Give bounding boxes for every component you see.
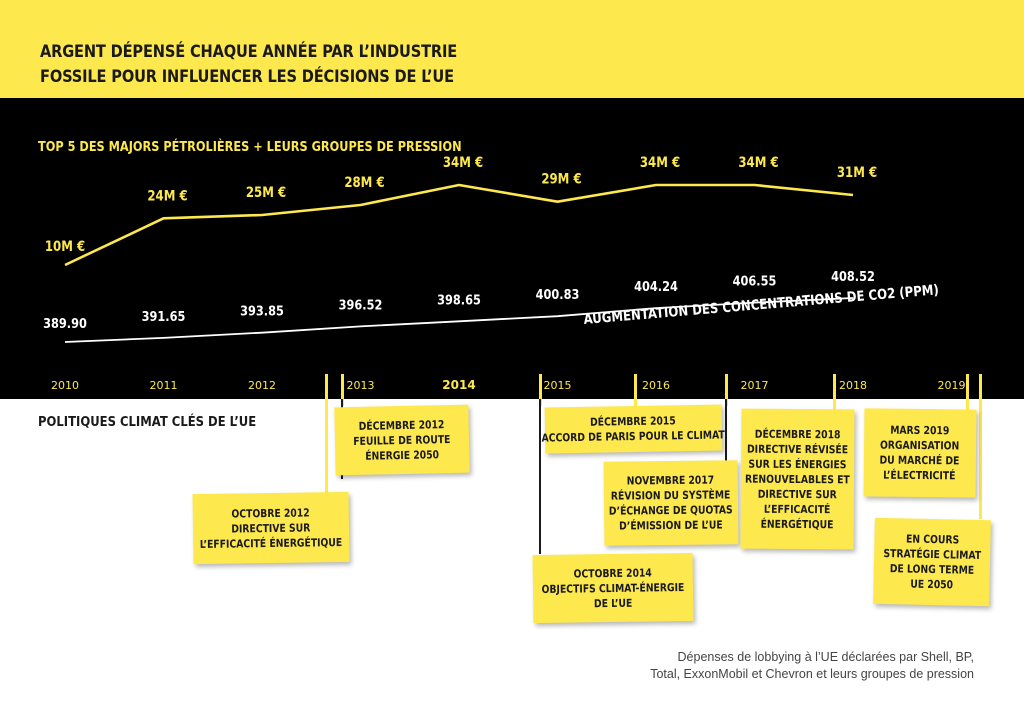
spend-data-label: 34M €: [443, 155, 483, 171]
co2-data-label: 389.90: [43, 315, 87, 331]
policies-heading: POLITIQUES CLIMAT CLÉS DE L’UE: [38, 414, 257, 430]
policy-date: DÉCEMBRE 2018: [754, 427, 841, 441]
co2-line: [64, 297, 854, 343]
connector-nov-2017: [725, 374, 728, 406]
spend-data-label: 34M €: [640, 155, 680, 171]
x-tick-label: 2010: [51, 379, 79, 392]
x-tick-label: 2017: [741, 379, 769, 392]
x-axis-years: 2010 2011 2012 2013 2014 2015 2016 2017 2018 2019: [51, 378, 966, 392]
co2-series: 389.90 391.65 393.85 396.52 398.65 400.83 404.…: [43, 268, 875, 343]
policy-text-line: RÉVISION DU SYSTÈME: [611, 488, 731, 503]
policy-text-line: ÉNERGIE 2050: [365, 447, 440, 463]
policy-card-nov-2017: NOVEMBRE 2017 RÉVISION DU SYSTÈME D’ÉCHA…: [603, 460, 739, 546]
x-tick-label: 2018: [839, 379, 867, 392]
policy-text-line: ÉNERGÉTIQUE: [760, 517, 834, 531]
connector-oct-2014-dark: [539, 399, 541, 554]
chart-panel: [0, 98, 1024, 399]
x-tick-label: 2014: [442, 378, 475, 392]
policy-card-mar-2019: MARS 2019 ORGANISATION DU MARCHÉ DE L’ÉL…: [863, 408, 977, 498]
co2-data-label: 391.65: [142, 308, 186, 324]
co2-data-label: 404.24: [634, 278, 678, 294]
footnote-line: Total, ExxonMobil et Chevron et leurs gr…: [650, 667, 974, 681]
policy-text-line: L’ÉLECTRICITÉ: [883, 468, 956, 483]
page-title: ARGENT DÉPENSÉ CHAQUE ANNÉE PAR L’INDUST…: [40, 40, 457, 90]
policy-card-oct-2014: OCTOBRE 2014 OBJECTIFS CLIMAT-ÉNERGIE DE…: [532, 552, 694, 624]
policy-date: MARS 2019: [890, 423, 950, 438]
policy-text-line: DE LONG TERME: [889, 562, 975, 577]
spend-data-label: 29M €: [541, 172, 581, 188]
policy-card-oct-2012: OCTOBRE 2012 DIRECTIVE SUR L’EFFICACITÉ …: [192, 491, 350, 565]
title-line-2: FOSSILE POUR INFLUENCER LES DÉCISIONS DE…: [40, 67, 454, 87]
policy-text-line: UE 2050: [910, 577, 954, 592]
footnote-line: Dépenses de lobbying à l’UE déclarées pa…: [677, 650, 974, 664]
policy-text-line: DE L’UE: [593, 596, 633, 610]
policy-text-line: ACCORD DE PARIS POUR LE CLIMAT: [541, 428, 726, 445]
connector-dec-2015: [634, 374, 637, 406]
policy-text-line: ORGANISATION: [880, 438, 960, 453]
policy-text-line: DU MARCHÉ DE: [879, 453, 960, 468]
x-tick-label: 2011: [150, 379, 178, 392]
policy-text-line: D’ÉCHANGE DE QUOTAS: [609, 503, 734, 518]
policy-text-line: L’EFFICACITÉ ÉNERGÉTIQUE: [199, 535, 343, 551]
co2-data-label: 396.52: [339, 296, 383, 312]
title-line-1: ARGENT DÉPENSÉ CHAQUE ANNÉE PAR L’INDUST…: [40, 42, 458, 62]
x-tick-label: 2013: [347, 379, 375, 392]
co2-data-label: 400.83: [536, 286, 580, 302]
x-tick-label: 2019: [938, 379, 966, 392]
policy-card-dec-2018: DÉCEMBRE 2018 DIRECTIVE RÉVISÉE SUR LES …: [740, 408, 855, 550]
spend-data-label: 24M €: [147, 188, 187, 204]
policy-text-line: DIRECTIVE RÉVISÉE: [747, 442, 849, 456]
policy-text-line: OBJECTIFS CLIMAT-ÉNERGIE: [541, 580, 685, 596]
policy-card-en-cours: EN COURS STRATÉGIE CLIMAT DE LONG TERME …: [873, 517, 991, 607]
policy-card-dec-2012: DÉCEMBRE 2012 FEUILLE DE ROUTE ÉNERGIE 2…: [334, 404, 470, 476]
x-tick-label: 2015: [544, 379, 572, 392]
lobbying-co2-chart: TOP 5 DES MAJORS PÉTROLIÈRES + LEURS GRO…: [38, 138, 966, 392]
co2-data-label: 406.55: [733, 273, 777, 289]
source-footnote: Dépenses de lobbying à l’UE déclarées pa…: [650, 649, 974, 683]
policy-text-line: SUR LES ÉNERGIES: [748, 457, 847, 471]
x-tick-label: 2016: [642, 379, 670, 392]
policy-text-line: DIRECTIVE SUR: [757, 487, 837, 501]
policy-date: NOVEMBRE 2017: [626, 473, 715, 488]
spend-line: [64, 183, 854, 267]
connector-nov-2017-dark: [725, 399, 727, 461]
spend-data-label: 10M €: [45, 239, 85, 255]
policy-text-line: RENOUVELABLES ET: [745, 472, 850, 486]
x-tick-label: 2012: [248, 379, 276, 392]
connector-en-cours: [979, 374, 982, 519]
connector-dec-2012: [341, 374, 344, 406]
spend-series-name: TOP 5 DES MAJORS PÉTROLIÈRES + LEURS GRO…: [38, 138, 462, 154]
spend-series: 10M € 24M € 25M € 28M € 34M € 29M € 34M € 34M €…: [45, 155, 877, 267]
policy-text-line: L’EFFICACITÉ: [764, 502, 831, 516]
connector-mar-2019: [966, 374, 969, 414]
title-banner: [0, 0, 1024, 98]
connector-dec-2018: [833, 374, 836, 410]
spend-data-label: 28M €: [344, 175, 384, 191]
spend-data-label: 34M €: [738, 155, 778, 171]
co2-data-label: 408.52: [831, 268, 875, 284]
co2-data-label: 393.85: [240, 303, 284, 319]
co2-data-label: 398.65: [437, 291, 481, 307]
policy-text-line: D’ÉMISSION DE L’UE: [619, 518, 724, 533]
spend-data-label: 31M €: [837, 165, 877, 181]
policy-card-dec-2015: DÉCEMBRE 2015 ACCORD DE PARIS POUR LE CL…: [541, 404, 726, 454]
connector-oct-2012: [325, 374, 328, 494]
connector-oct-2014: [539, 374, 542, 406]
spend-data-label: 25M €: [246, 185, 286, 201]
